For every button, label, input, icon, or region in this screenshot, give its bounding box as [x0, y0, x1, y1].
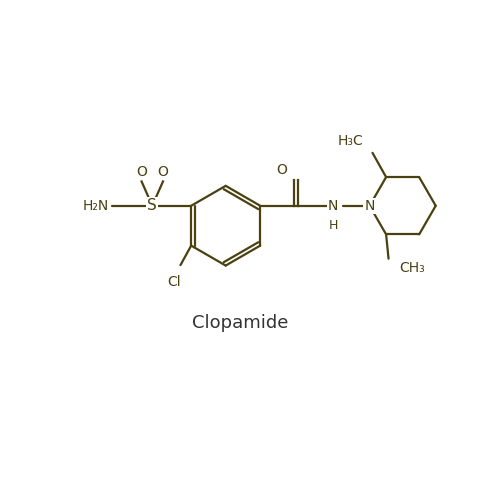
Text: CH₃: CH₃ — [399, 261, 425, 275]
Text: O: O — [158, 165, 168, 179]
Text: N: N — [364, 199, 375, 213]
Text: H₃C: H₃C — [338, 134, 364, 148]
Text: Cl: Cl — [168, 275, 181, 289]
Text: N: N — [328, 199, 338, 213]
Text: O: O — [136, 165, 147, 179]
Text: Clopamide: Clopamide — [192, 314, 288, 332]
Text: H: H — [328, 220, 338, 232]
Text: S: S — [148, 198, 157, 214]
Text: H₂N: H₂N — [82, 199, 108, 213]
Text: O: O — [276, 162, 287, 176]
